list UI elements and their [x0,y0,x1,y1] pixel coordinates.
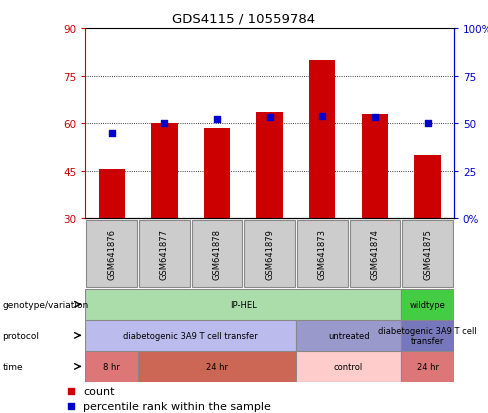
Point [265,115,273,121]
Bar [414,156,441,219]
Bar [85,351,138,382]
Text: count: count [83,386,115,396]
Point [67,402,75,409]
Text: GSM641873: GSM641873 [318,228,327,280]
Text: GSM641877: GSM641877 [160,228,169,280]
Text: GDS4115 / 10559784: GDS4115 / 10559784 [172,12,316,25]
Point [161,121,168,127]
Point [318,113,326,120]
Text: time: time [2,362,23,371]
Bar [309,61,335,219]
Text: GSM641879: GSM641879 [265,229,274,279]
Text: protocol: protocol [2,331,40,340]
Text: untreated: untreated [328,331,369,340]
Bar [401,289,454,320]
Bar [402,220,453,288]
Bar [296,320,401,351]
Point [371,115,379,121]
Bar [99,170,125,219]
Text: diabetogenic 3A9 T cell
transfer: diabetogenic 3A9 T cell transfer [378,326,477,345]
Bar [362,114,388,219]
Bar [139,220,190,288]
Text: wildtype: wildtype [409,300,446,309]
Point [108,130,116,137]
Bar [257,113,283,219]
Text: percentile rank within the sample: percentile rank within the sample [83,401,271,411]
Bar [86,220,137,288]
Bar [401,320,454,351]
Text: 8 hr: 8 hr [103,362,120,371]
Bar [297,220,347,288]
Bar [204,128,230,219]
Text: GSM641876: GSM641876 [107,228,116,280]
Bar [349,220,400,288]
Text: 24 hr: 24 hr [206,362,228,371]
Bar [85,320,296,351]
Text: GSM641878: GSM641878 [212,228,222,280]
Point [213,117,221,123]
Text: control: control [334,362,363,371]
Point [67,387,75,394]
Text: 24 hr: 24 hr [417,362,439,371]
Bar [85,289,401,320]
Bar [244,220,295,288]
Text: IP-HEL: IP-HEL [230,300,257,309]
Bar [151,124,178,219]
Text: genotype/variation: genotype/variation [2,300,89,309]
Point [424,121,431,127]
Bar [138,351,296,382]
Bar [296,351,401,382]
Text: GSM641875: GSM641875 [423,229,432,279]
Text: GSM641874: GSM641874 [370,229,379,279]
Bar [401,351,454,382]
Bar [192,220,242,288]
Text: diabetogenic 3A9 T cell transfer: diabetogenic 3A9 T cell transfer [123,331,258,340]
